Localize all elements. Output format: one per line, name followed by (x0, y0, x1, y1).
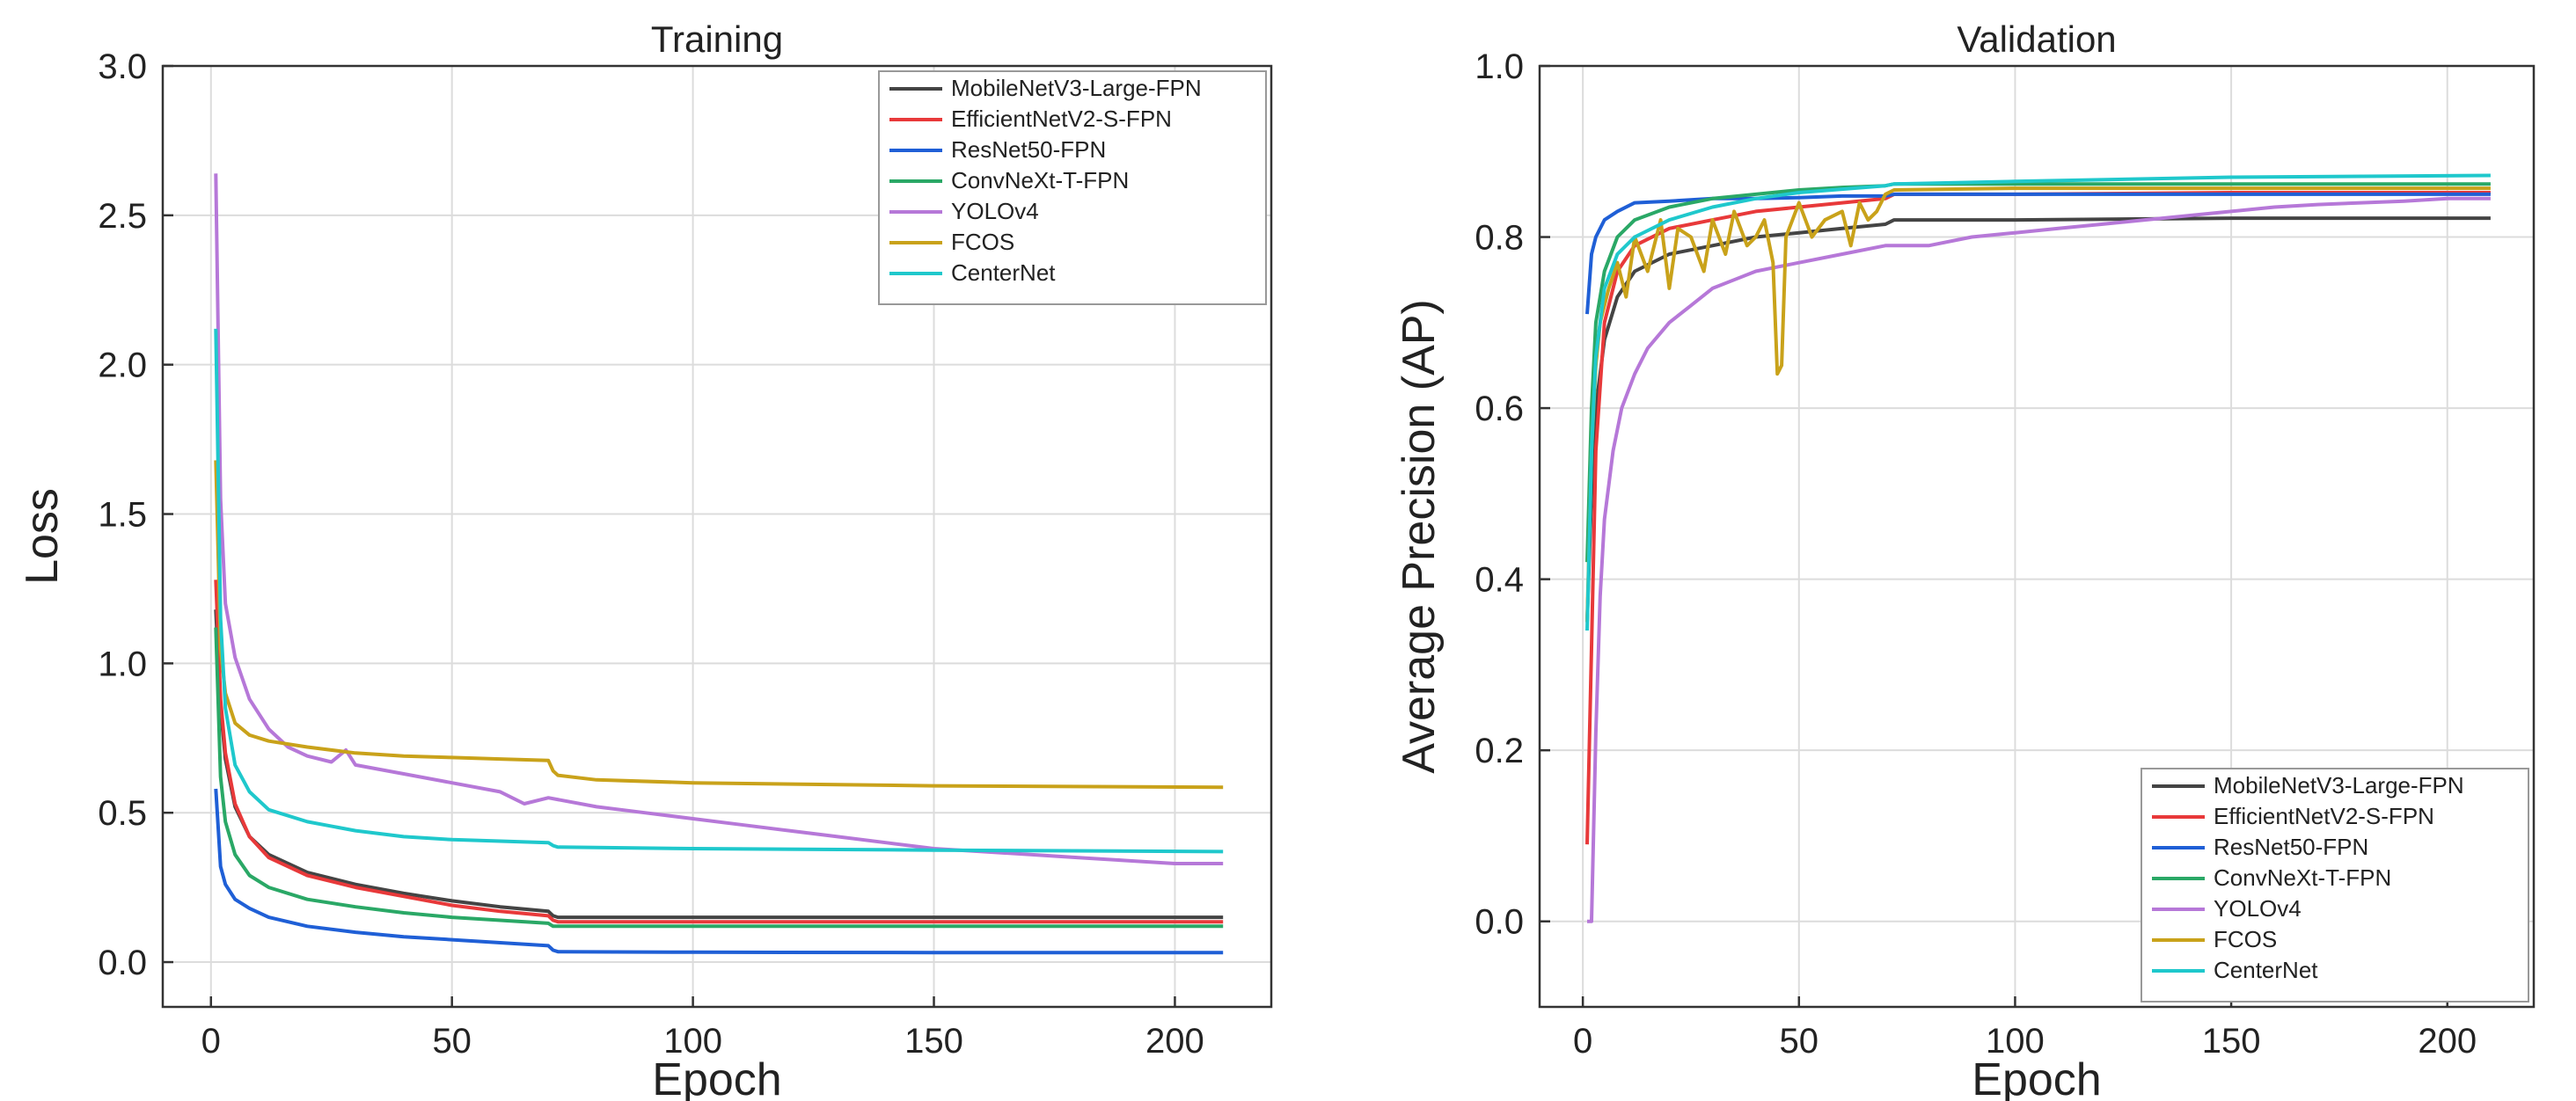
legend-box (2141, 768, 2529, 1003)
x-tick-label: 100 (663, 1022, 722, 1061)
series-line-efficientnetv2-s-fpn (1585, 191, 2491, 845)
chart-title: Training (651, 18, 783, 60)
series-line-fcos (214, 460, 1224, 790)
series-line-centernet (1585, 173, 2491, 631)
legend-entry: YOLOv4 (951, 198, 1039, 224)
y-tick-label: 2.0 (98, 346, 147, 385)
series-line-yolov4 (1587, 196, 2491, 923)
x-tick-label: 0 (201, 1022, 221, 1061)
series-line-convnext-t-fpn (214, 627, 1224, 929)
series-line-mobilenetv3-large-fpn (1585, 216, 2491, 623)
legend-entry: CenterNet (2214, 957, 2318, 983)
legend-box (878, 70, 1267, 305)
y-tick-label: 1.0 (98, 645, 147, 683)
legend-entry: ConvNeXt-T-FPN (2214, 864, 2391, 891)
x-axis-label: Epoch (1972, 1054, 2101, 1101)
series-group (1585, 173, 2491, 923)
y-tick-label: 0.0 (98, 944, 147, 982)
series-line-fcos (1585, 186, 2491, 623)
y-tick-label: 1.0 (1475, 47, 1524, 86)
y-tick-label: 0.0 (1475, 903, 1524, 942)
series-line-convnext-t-fpn (1585, 182, 2491, 563)
x-tick-label: 50 (432, 1022, 472, 1061)
series-line-mobilenetv3-large-fpn (214, 609, 1224, 920)
legend-entry: YOLOv4 (2214, 895, 2302, 922)
x-tick-label: 100 (1986, 1022, 2045, 1061)
legend-entry: MobileNetV3-Large-FPN (951, 75, 1202, 101)
x-tick-label: 200 (1145, 1022, 1204, 1061)
legend-entry: ResNet50-FPN (2214, 834, 2368, 860)
plot-frame (1538, 64, 2536, 1009)
y-tick-label: 2.5 (98, 197, 147, 236)
legend: MobileNetV3-Large-FPN EfficientNetV2-S-FP… (2141, 768, 2529, 1003)
y-tick-label: 0.4 (1475, 561, 1524, 600)
y-tick-label: 0.5 (98, 794, 147, 833)
y-tick-label: 0.2 (1475, 732, 1524, 770)
series-line-efficientnetv2-s-fpn (214, 580, 1224, 924)
x-tick-label: 50 (1780, 1022, 1819, 1061)
legend-entry: ConvNeXt-T-FPN (951, 167, 1129, 193)
y-tick-label: 3.0 (98, 47, 147, 86)
series-line-resnet50-fpn (214, 788, 1224, 955)
legend-entry: CenterNet (951, 259, 1056, 286)
chart-title: Validation (1957, 18, 2116, 60)
x-tick-label: 200 (2418, 1022, 2477, 1061)
x-tick-label: 150 (904, 1022, 963, 1061)
x-tick-label: 150 (2202, 1022, 2261, 1061)
legend-entry: ResNet50-FPN (951, 136, 1106, 163)
plot-frame (161, 64, 1273, 1009)
x-tick-label: 0 (1573, 1022, 1592, 1061)
y-axis-label: Average Precision (AP) (1394, 299, 1445, 774)
legend-entry: FCOS (2214, 926, 2277, 952)
legend-entry: EfficientNetV2-S-FPN (2214, 803, 2434, 829)
x-axis-label: Epoch (652, 1054, 781, 1101)
validation-ap-chart: 0 50 100 150 200 0.0 0.2 0.4 0.6 0.8 1.0 Validation… (1394, 18, 2536, 1101)
y-tick-label: 0.8 (1475, 219, 1524, 258)
legend-entry: MobileNetV3-Large-FPN (2214, 772, 2464, 798)
training-loss-chart: 0 50 100 150 200 0.0 0.5 1.0 1.5 2.0 2.5 3.0 Trainin… (17, 18, 1273, 1101)
series-group (214, 173, 1224, 955)
legend-entry: FCOS (951, 229, 1014, 255)
y-axis-label: Loss (17, 488, 68, 585)
legend: MobileNetV3-Large-FPN EfficientNetV2-S-FP… (878, 70, 1267, 305)
series-line-centernet (214, 328, 1224, 854)
y-tick-label: 1.5 (98, 496, 147, 535)
y-tick-label: 0.6 (1475, 390, 1524, 428)
series-line-resnet50-fpn (1585, 192, 2491, 315)
legend-entry: EfficientNetV2-S-FPN (951, 106, 1172, 132)
